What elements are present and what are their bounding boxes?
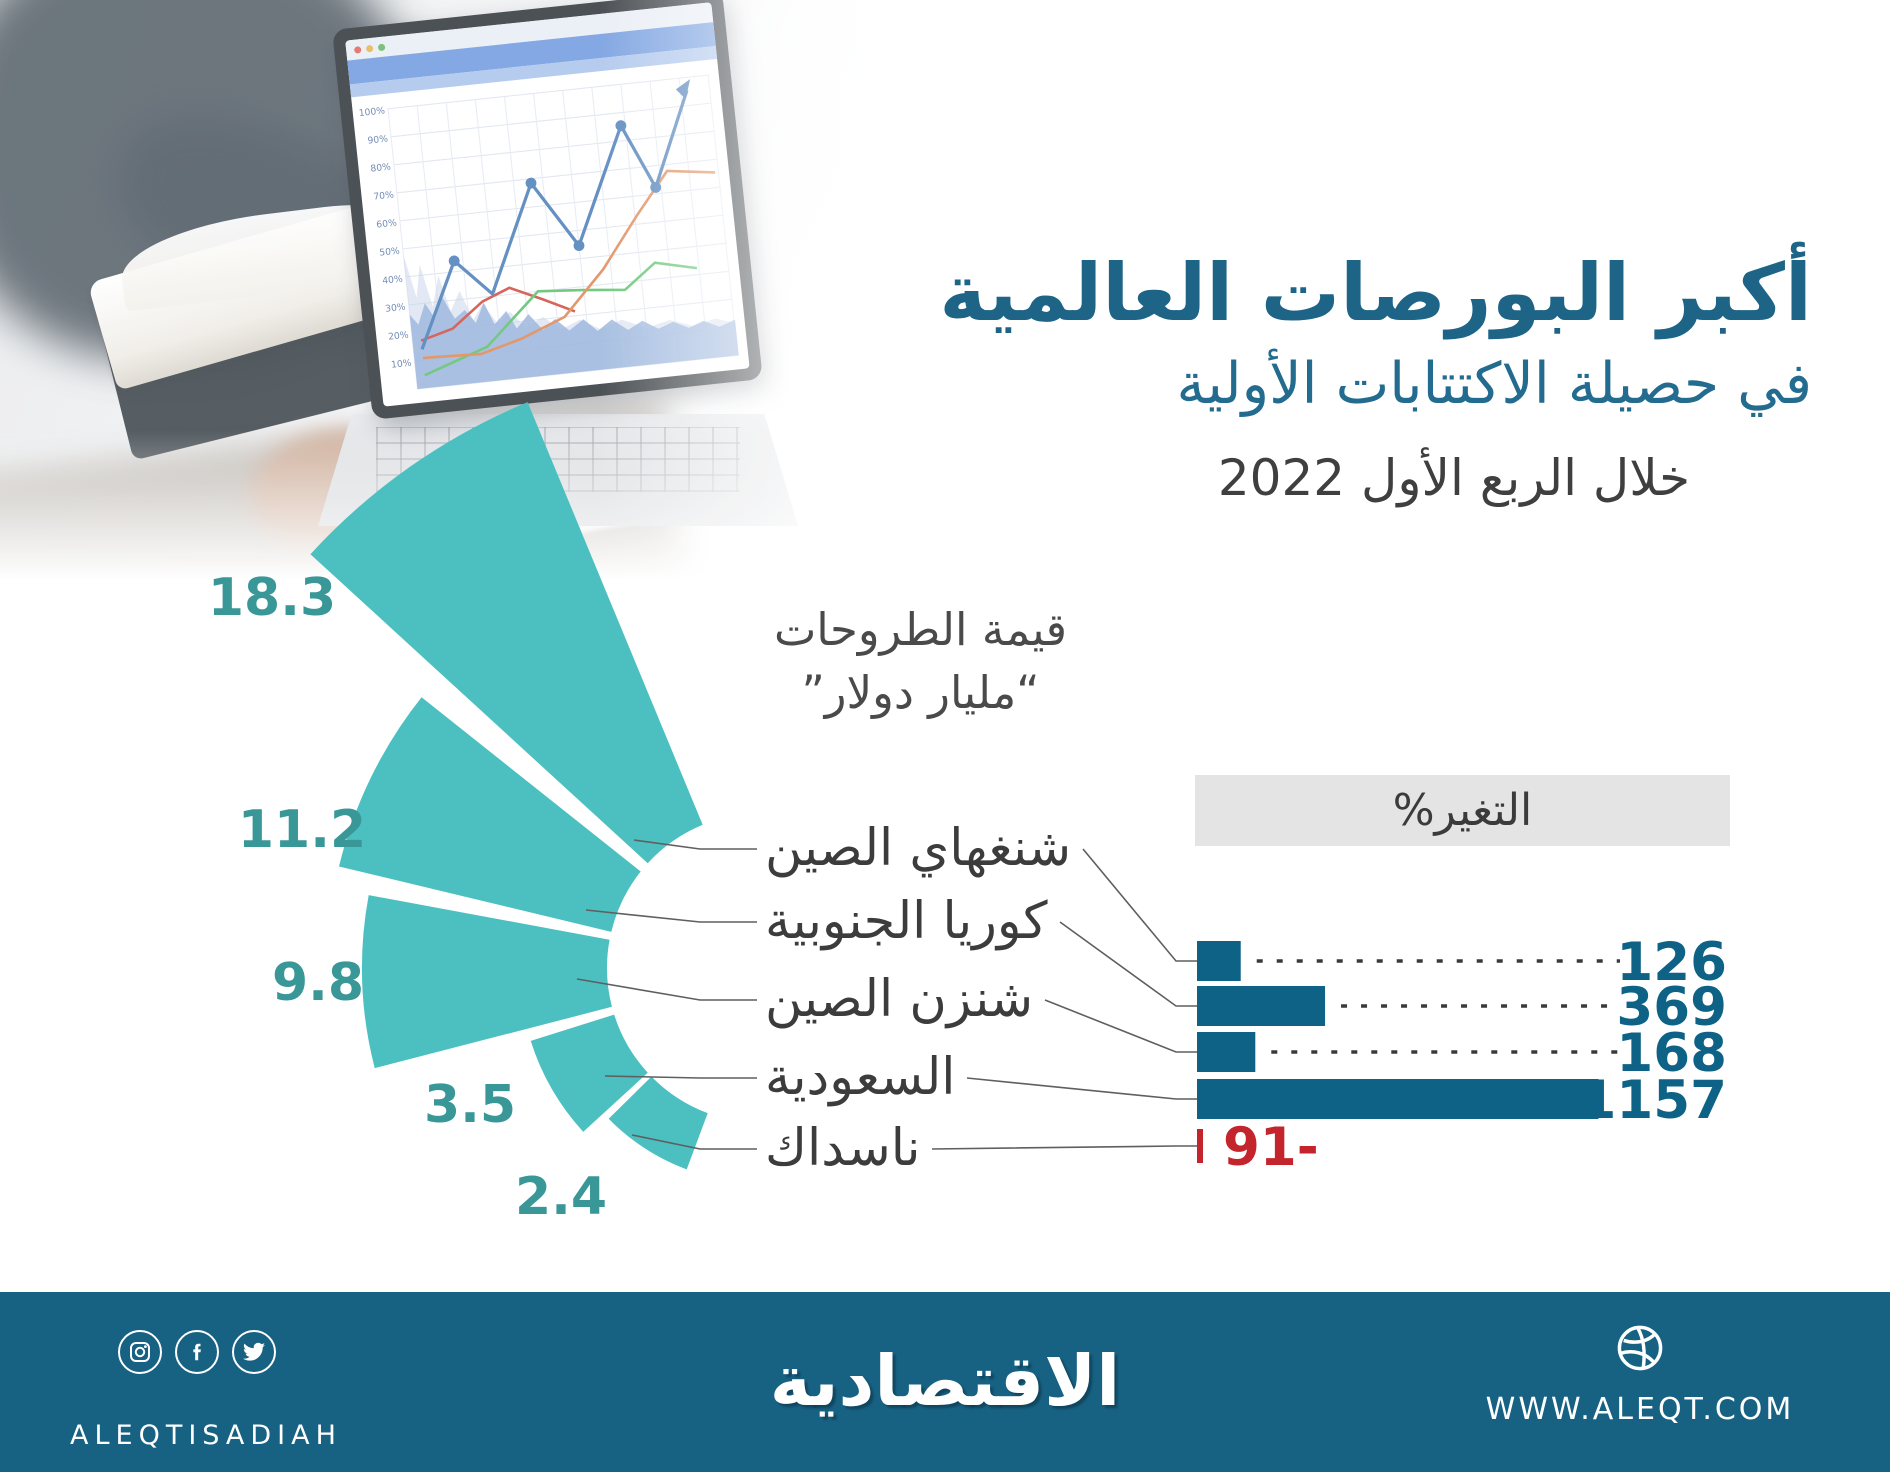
instagram-icon[interactable] [118,1330,162,1374]
facebook-icon[interactable] [175,1330,219,1374]
footer-bar: ALEQTISADIAH الاقتصادية WWW.ALEQT.COM [0,1292,1890,1472]
laptop-axis-label: 60% [376,218,398,231]
period-label: خلال الربع الأول 2022 [1217,448,1690,507]
change-value-label: 126 [1616,932,1727,993]
offerings-caption-line1: قيمة الطروحات [773,603,1068,656]
callout-right-4 [931,1145,1197,1150]
change-value-label: 168 [1616,1023,1727,1084]
laptop-axis-label: 10% [391,358,413,371]
callout-right-2 [1044,999,1197,1053]
callout-right-1 [1059,921,1197,1007]
change-bar-3 [1197,1079,1599,1119]
page-title: أكبر البورصات العالمية [939,247,1812,339]
change-value-label: 1157 [1579,1070,1727,1131]
fan-value-label: 3.5 [424,1075,516,1135]
change-percent-header: التغير% [1195,775,1730,846]
callout-left-0 [633,839,757,850]
callout-left-4 [631,1134,757,1150]
fan-value-label: 18.3 [208,568,336,628]
fan-value-label: 11.2 [238,800,366,860]
change-value-label: 369 [1616,977,1727,1038]
fan-value-label: 9.8 [272,953,364,1013]
website-group: WWW.ALEQT.COM [1485,1322,1795,1427]
twitter-icon[interactable] [232,1330,276,1374]
change-bar-1 [1197,986,1326,1026]
change-bar-0 [1197,941,1241,981]
laptop-axis-label: 20% [388,330,410,343]
exchange-label-1: كوريا الجنوبية [765,892,1048,951]
exchange-label-4: ناسداك [765,1119,921,1178]
laptop-axis-label: 70% [373,190,395,203]
exchange-label-0: شنغهاي الصين [765,819,1072,878]
fan-wedge-0 [310,402,703,864]
laptop-axis-label: 100% [358,105,386,119]
callout-left-1 [585,909,757,923]
fan-wedge-1 [339,697,641,932]
laptop-axis-label: 40% [382,274,404,287]
laptop-axis-label: 30% [385,302,407,315]
exchange-label-2: شنزن الصين [765,970,1034,1029]
callout-right-3 [966,1077,1197,1100]
negative-tick [1197,1129,1203,1163]
page-subtitle: في حصيلة الاكتتابات الأولية [1176,350,1812,417]
fan-wedge-2 [361,895,612,1069]
dribbble-icon[interactable] [1614,1322,1666,1374]
fan-wedge-3 [530,1014,648,1132]
callout-left-2 [576,978,757,1001]
laptop-axis-label: 50% [379,246,401,259]
exchange-label-3: السعودية [765,1048,956,1107]
callout-right-0 [1082,848,1197,962]
title-block: أكبر البورصات العالمية في حصيلة الاكتتاب… [939,248,1812,507]
website-url[interactable]: WWW.ALEQT.COM [1485,1392,1795,1427]
brand-name-latin: ALEQTISADIAH [70,1420,342,1451]
laptop-axis-label: 90% [367,133,389,146]
fan-value-label: 2.4 [515,1167,607,1227]
brand-logo-arabic: الاقتصادية [769,1340,1121,1422]
laptop-axis-label: 80% [370,161,392,174]
social-icons [118,1330,276,1374]
callout-left-3 [604,1075,757,1079]
offerings-caption-line2: “مليار دولار” [801,666,1040,719]
change-bar-2 [1197,1032,1256,1072]
offerings-value-caption: قيمة الطروحات “مليار دولار” [768,598,1073,724]
change-value-label-negative: 91- [1223,1117,1319,1178]
